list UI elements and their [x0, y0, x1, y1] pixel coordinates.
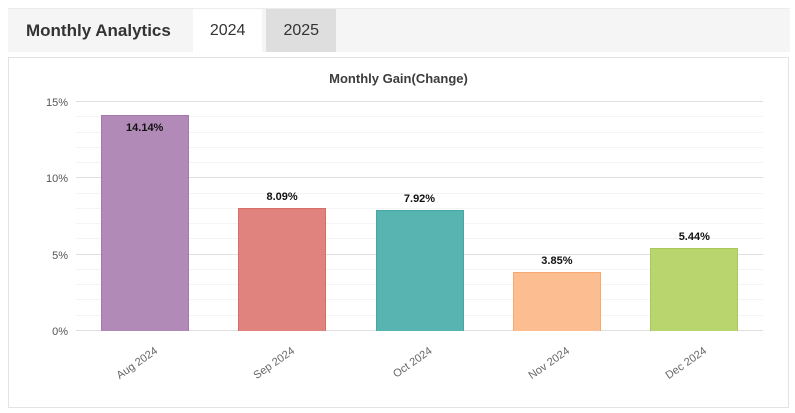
bar-aug-2024[interactable] — [100, 115, 189, 331]
analytics-header: Monthly Analytics 2024 2025 — [8, 8, 790, 52]
bar-dec-2024[interactable] — [650, 247, 739, 331]
minor-gridline — [76, 146, 763, 148]
bar-value-label: 8.09% — [266, 190, 298, 203]
y-axis-tick-label: 10% — [45, 173, 68, 186]
tab-2024[interactable]: 2024 — [192, 9, 263, 52]
x-axis-label: Aug 2024 — [114, 345, 160, 382]
bar-nov-2024[interactable] — [512, 272, 601, 331]
bar-value-label: 3.85% — [541, 255, 573, 268]
page-title: Monthly Analytics — [26, 21, 171, 40]
bar-value-label: 7.92% — [403, 193, 436, 206]
minor-gridline — [76, 116, 763, 118]
minor-gridline — [76, 131, 763, 133]
y-axis-tick-label: 0% — [52, 326, 68, 338]
chart-card: Monthly Gain(Change) 0% 5% 10% 15% 14.14% Aug… — [8, 57, 789, 408]
major-gridline — [76, 177, 763, 179]
x-axis-label: Oct 2024 — [390, 345, 435, 381]
minor-gridline — [76, 207, 763, 209]
bar-value-label: 5.44% — [678, 230, 710, 243]
y-axis-tick-label: 15% — [45, 97, 68, 109]
bar-chart-plot: 0% 5% 10% 15% 14.14% Aug 2024 8.09% Sep 2024 7.9… — [46, 97, 763, 382]
chart-title: Monthly Gain(Change) — [329, 71, 468, 86]
tab-2025[interactable]: 2025 — [266, 9, 337, 52]
x-axis-label: Nov 2024 — [526, 345, 572, 382]
x-axis-label: Dec 2024 — [663, 345, 710, 382]
minor-gridline — [76, 162, 763, 164]
bar-sep-2024[interactable] — [238, 207, 327, 331]
y-axis-tick-label: 5% — [52, 249, 68, 262]
minor-gridline — [76, 192, 763, 194]
x-axis-label: Sep 2024 — [251, 345, 297, 382]
bar-oct-2024[interactable] — [375, 210, 464, 331]
major-gridline — [76, 101, 763, 102]
bar-value-label: 14.14% — [126, 122, 164, 135]
